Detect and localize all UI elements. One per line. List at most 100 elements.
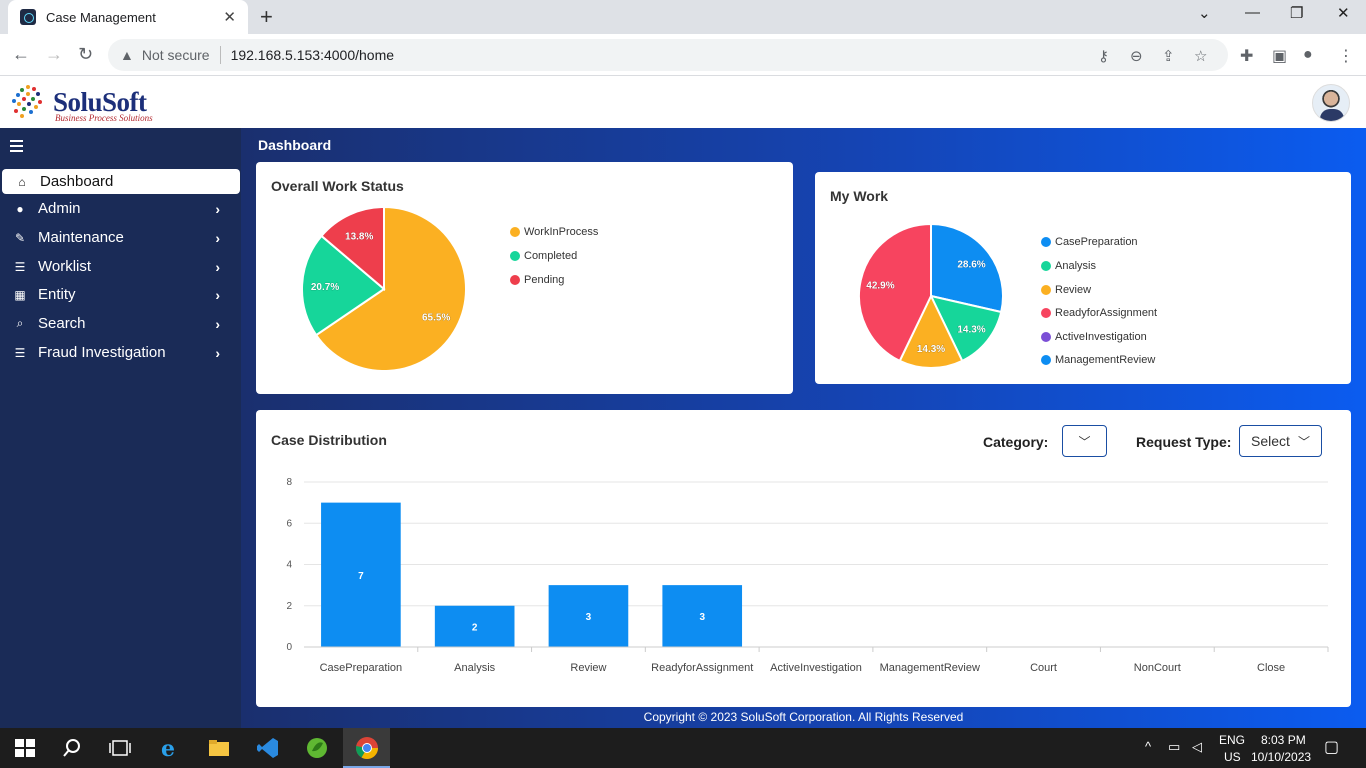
reload-icon[interactable]: ↻	[78, 44, 94, 64]
task-view-icon[interactable]	[108, 736, 132, 760]
file-explorer-icon[interactable]	[207, 736, 231, 760]
y-tick-label: 2	[286, 601, 292, 612]
language-indicator[interactable]: ENG	[1219, 733, 1246, 747]
chrome-icon	[356, 737, 378, 759]
windows-start-icon[interactable]	[13, 736, 37, 760]
sidebar-item-entity[interactable]: ▦ Entity ›	[0, 282, 240, 307]
category-label: Category:	[983, 434, 1049, 450]
browser-tab-strip: Case Management ✕ + ⌄ — ❐ ✕	[0, 0, 1366, 34]
pie-slice[interactable]	[930, 222, 1004, 314]
url-text[interactable]: 192.168.5.153:4000/home	[230, 47, 395, 63]
legend-item[interactable]: ManagementReview	[1041, 354, 1155, 366]
card-title: Case Distribution	[271, 432, 387, 448]
sidebar-item-maintenance[interactable]: ✎ Maintenance ›	[0, 225, 240, 250]
close-window-icon[interactable]: ✕	[1337, 5, 1350, 22]
pie-slice[interactable]	[898, 293, 964, 368]
legend-item[interactable]: CasePreparation	[1041, 236, 1138, 248]
legend-label: ReadyforAssignment	[1055, 307, 1158, 319]
home-icon: ⌂	[18, 174, 26, 189]
volume-muted-icon[interactable]: ◁	[1192, 739, 1202, 754]
bar[interactable]	[662, 585, 743, 647]
browser-tab[interactable]: Case Management ✕	[8, 0, 248, 34]
solusoft-logo[interactable]: SoluSoft Business Process Solutions	[10, 83, 170, 125]
my-work-pie: 28.6% 14.3% 14.3% 42.9%	[858, 222, 1004, 368]
legend-item[interactable]: Review	[1041, 284, 1091, 296]
extensions-icon[interactable]: ✚	[1240, 48, 1254, 65]
hamburger-menu-icon[interactable]	[10, 140, 23, 155]
back-icon[interactable]: ←	[12, 44, 30, 64]
key-icon[interactable]: ⚷	[1098, 48, 1109, 65]
sidebar-item-dashboard[interactable]: ⌂ Dashboard	[2, 169, 240, 194]
chevron-right-icon: ›	[215, 315, 220, 332]
chevron-right-icon: ›	[215, 229, 220, 246]
side-panel-icon[interactable]: ▣	[1272, 48, 1288, 65]
new-tab-icon[interactable]: +	[260, 4, 273, 29]
clock-time[interactable]: 8:03 PM	[1261, 733, 1306, 747]
legend-item[interactable]: Pending	[510, 274, 564, 286]
sidebar-item-label: Maintenance	[38, 229, 124, 246]
y-tick-label: 6	[286, 518, 292, 529]
close-tab-icon[interactable]: ✕	[223, 9, 236, 26]
list-icon: ☰	[14, 345, 26, 360]
search-icon[interactable]	[60, 736, 84, 760]
pie-slice[interactable]	[301, 234, 386, 337]
pie-slice[interactable]	[314, 205, 467, 372]
legend-item[interactable]: Analysis	[1041, 260, 1096, 272]
bar[interactable]	[548, 585, 629, 647]
chevron-right-icon: ›	[215, 258, 220, 275]
sidebar-item-fraud-investigation[interactable]: ☰ Fraud Investigation ›	[0, 340, 240, 365]
clock-date[interactable]: 10/10/2023	[1251, 750, 1312, 764]
react-favicon-icon	[20, 9, 36, 25]
sidebar-item-worklist[interactable]: ☰ Worklist ›	[0, 254, 240, 279]
forward-icon[interactable]: →	[45, 44, 63, 64]
notifications-icon[interactable]: ▢	[1324, 739, 1340, 756]
pie-slice[interactable]	[320, 205, 385, 292]
y-tick-label: 8	[286, 477, 292, 488]
x-tick-label: CasePreparation	[320, 662, 403, 674]
warning-icon[interactable]: ▲	[120, 47, 134, 63]
legend-item[interactable]: ActiveInvestigation	[1041, 331, 1147, 343]
card-title: My Work	[830, 188, 889, 204]
legend-label: Analysis	[1055, 260, 1096, 272]
bookmark-star-icon[interactable]: ☆	[1194, 48, 1208, 65]
zoom-icon[interactable]: ⊖	[1130, 48, 1143, 65]
profile-icon[interactable]: ●	[1303, 46, 1313, 63]
minimize-icon[interactable]: —	[1245, 4, 1260, 21]
restore-icon[interactable]: ❐	[1290, 5, 1304, 22]
sidebar-item-admin[interactable]: ● Admin ›	[0, 196, 240, 221]
bar[interactable]	[434, 605, 515, 647]
legend-swatch	[1041, 261, 1051, 271]
tab-search-icon[interactable]: ⌄	[1198, 5, 1211, 22]
vscode-icon[interactable]	[256, 736, 280, 760]
share-icon[interactable]: ⇪	[1162, 48, 1175, 65]
spring-tool-icon[interactable]	[305, 736, 329, 760]
pie-data-label: 13.8%	[345, 231, 373, 242]
network-icon[interactable]: ▭	[1168, 739, 1181, 754]
legend-item[interactable]: Completed	[510, 250, 577, 262]
legend-swatch	[1041, 308, 1051, 318]
legend-item[interactable]: ReadyforAssignment	[1041, 307, 1157, 319]
request-type-select[interactable]: Select ﹀	[1239, 425, 1322, 457]
internet-explorer-icon[interactable]: e	[158, 736, 182, 760]
menu-kebab-icon[interactable]: ⋮	[1338, 48, 1354, 65]
x-tick-label: ReadyforAssignment	[651, 662, 753, 674]
logo-tagline: Business Process Solutions	[55, 113, 153, 123]
bar[interactable]	[321, 502, 401, 647]
region-indicator[interactable]: US	[1224, 750, 1241, 764]
legend-label: CasePreparation	[1055, 236, 1138, 248]
sidebar-item-search[interactable]: ⌕ Search ›	[0, 311, 240, 336]
browser-toolbar: ← → ↻ ▲ Not secure 192.168.5.153:4000/ho…	[0, 34, 1366, 76]
not-secure-label[interactable]: Not secure	[141, 47, 210, 63]
address-bar[interactable]: ▲ Not secure 192.168.5.153:4000/home ⚷ ⊖…	[108, 39, 1228, 71]
pie-slice[interactable]	[858, 222, 932, 363]
legend-item[interactable]: WorkInProcess	[510, 226, 598, 238]
bar-value-label: 3	[699, 612, 705, 623]
overall-work-status-card: Overall Work Status 65.5% 20.7% 13.8% Work…	[256, 162, 793, 394]
category-select[interactable]: ﹀	[1062, 425, 1107, 457]
user-avatar[interactable]	[1312, 84, 1350, 122]
legend-label: Completed	[524, 250, 578, 262]
chrome-taskbar-button[interactable]	[343, 728, 390, 768]
show-hidden-icons-icon[interactable]: ^	[1145, 739, 1152, 754]
pie-slice[interactable]	[929, 294, 1003, 363]
my-work-card: My Work 28.6% 14.3% 14.3% 42.9% CasePrepara…	[815, 172, 1351, 384]
